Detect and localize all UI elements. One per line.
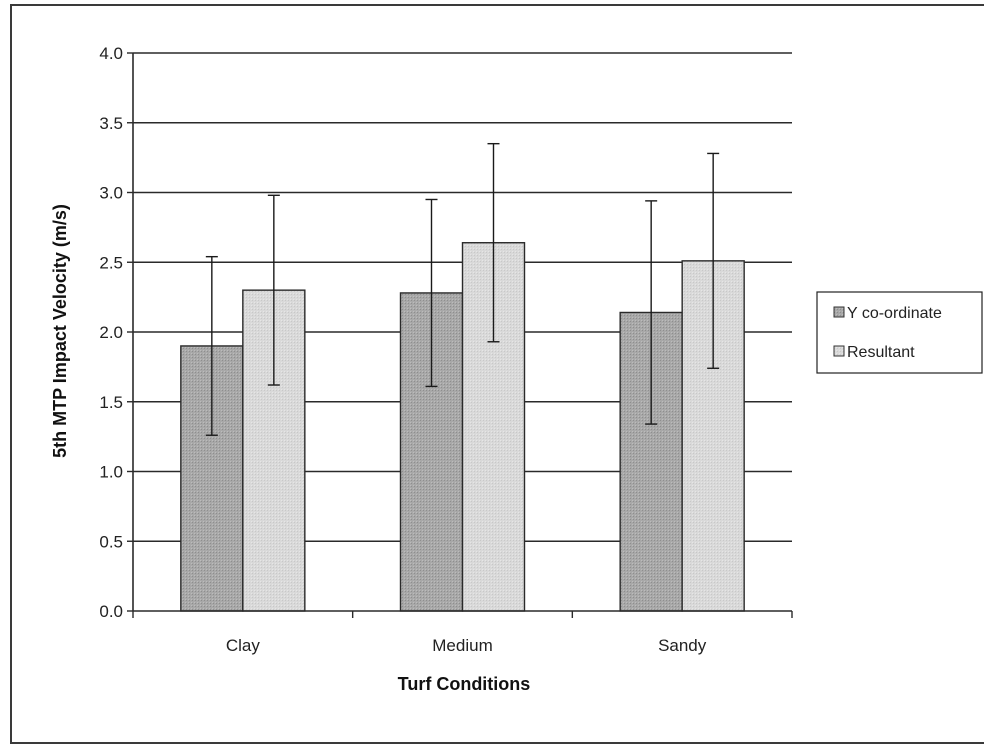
error-bar <box>267 194 280 386</box>
legend-label-resultant: Resultant <box>847 344 915 361</box>
legend-label-y-coordinate: Y co-ordinate <box>847 305 942 322</box>
y-tick-label: 1.5 <box>99 393 123 412</box>
error-bar <box>205 255 218 436</box>
x-axis-title: Turf Conditions <box>398 674 531 694</box>
error-bar <box>425 198 438 388</box>
bars <box>180 242 745 612</box>
y-tick-label: 0.5 <box>99 532 123 551</box>
y-tick-label: 1.0 <box>99 463 123 482</box>
y-tick-label: 3.0 <box>99 184 123 203</box>
y-tick-label: 4.0 <box>99 44 123 63</box>
legend-swatch-resultant <box>833 345 845 357</box>
x-tick-label: Sandy <box>658 636 707 655</box>
y-tick-label: 3.5 <box>99 114 123 133</box>
x-tick-labels: Clay Medium Sandy <box>226 636 707 655</box>
legend-swatch-y-coordinate <box>833 306 845 318</box>
y-tick-labels: 0.0 0.5 1.0 1.5 2.0 2.5 3.0 3.5 4.0 <box>99 44 123 621</box>
axes <box>127 52 793 618</box>
x-tick-label: Medium <box>432 636 492 655</box>
legend-box <box>816 291 983 374</box>
error-bar <box>707 152 720 369</box>
y-tick-label: 2.5 <box>99 253 123 272</box>
x-tick-label: Clay <box>226 636 261 655</box>
error-bar <box>487 142 500 343</box>
y-tick-label: 0.0 <box>99 602 123 621</box>
y-axis-title: 5th MTP Impact Velocity (m/s) <box>50 204 70 458</box>
error-bars <box>205 142 720 436</box>
y-tick-label: 2.0 <box>99 323 123 342</box>
error-bar <box>645 200 658 425</box>
legend: Y co-ordinate Resultant <box>816 291 983 374</box>
